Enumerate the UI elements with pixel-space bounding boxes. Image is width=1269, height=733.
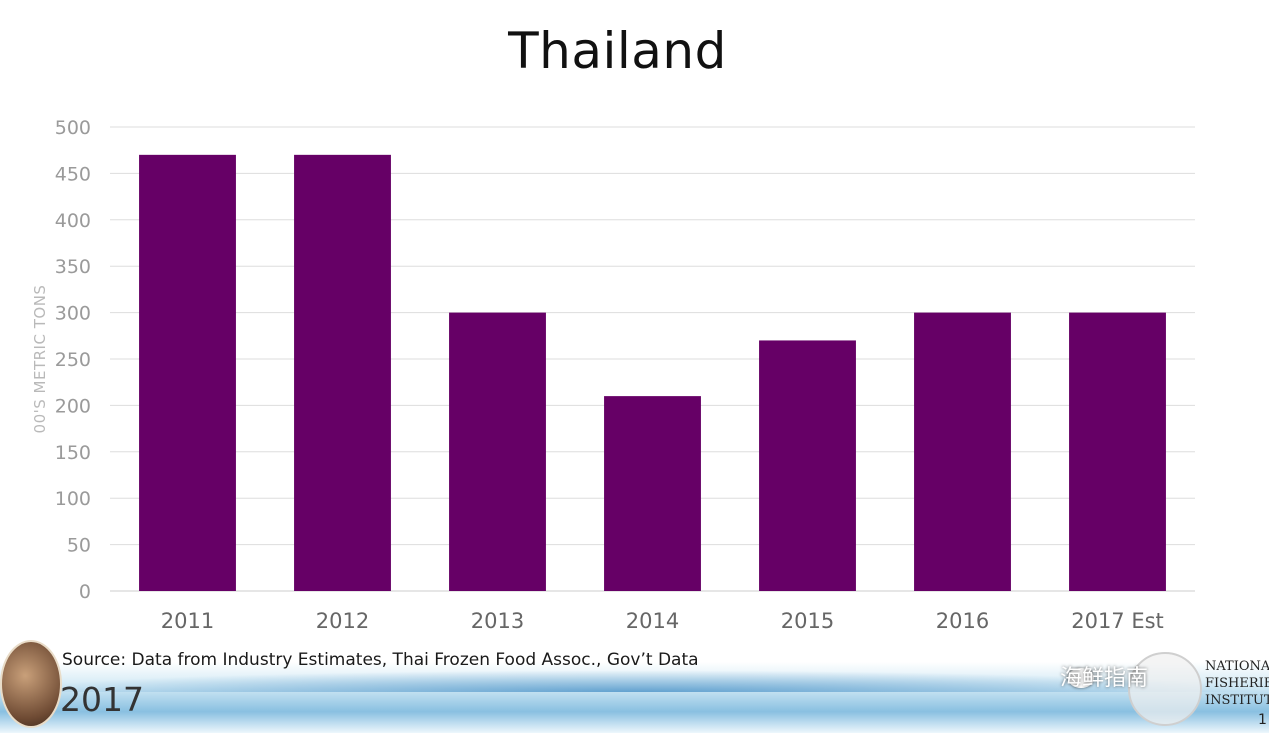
conference-seal-logo xyxy=(0,640,62,728)
institute-name: NATIONAL FISHERIES INSTITUTE xyxy=(1205,658,1269,709)
institute-seal-logo xyxy=(1128,652,1202,726)
y-tick-label: 200 xyxy=(55,395,91,417)
y-tick-label: 500 xyxy=(55,117,91,139)
y-tick-label: 250 xyxy=(55,349,91,371)
y-tick-labels: 0 50 100 150 200 250 300 350 400 450 500 xyxy=(55,117,91,603)
x-tick-label: 2017 Est xyxy=(1071,609,1164,633)
bar-2017-est xyxy=(1069,312,1166,591)
watermark-text: 海鲜指南 xyxy=(1060,666,1149,691)
y-tick-label: 300 xyxy=(55,303,91,325)
x-tick-label: 2013 xyxy=(471,609,524,633)
y-tick-label: 0 xyxy=(79,581,91,603)
footer-year: 2017 xyxy=(60,680,144,719)
x-tick-label: 2015 xyxy=(781,609,834,633)
chart-title: Thailand xyxy=(508,22,727,80)
y-tick-label: 350 xyxy=(55,256,91,278)
bar-2011 xyxy=(139,154,236,591)
bar-2012 xyxy=(294,154,391,591)
institute-name-line: NATIONAL xyxy=(1205,659,1269,674)
source-note: Source: Data from Industry Estimates, Th… xyxy=(62,650,699,670)
y-axis-label: 00'S METRIC TONS xyxy=(31,284,49,434)
water-splash-decoration xyxy=(0,662,1269,733)
bar-2015 xyxy=(759,340,856,591)
bar-2014 xyxy=(604,396,701,591)
y-tick-label: 100 xyxy=(55,488,91,510)
x-tick-labels: 2011 2012 2013 2014 2015 2016 2017 Est xyxy=(161,609,1164,633)
y-tick-label: 150 xyxy=(55,442,91,464)
x-tick-label: 2014 xyxy=(626,609,679,633)
bars xyxy=(139,154,1166,591)
x-tick-label: 2012 xyxy=(316,609,369,633)
x-tick-label: 2016 xyxy=(936,609,989,633)
page-number: 1 xyxy=(1258,712,1267,728)
y-tick-label: 450 xyxy=(55,163,91,185)
bar-2016 xyxy=(914,312,1011,591)
x-tick-label: 2011 xyxy=(161,609,214,633)
institute-name-line: FISHERIES xyxy=(1205,676,1269,691)
bar-2013 xyxy=(449,312,546,591)
institute-name-line: INSTITUTE xyxy=(1205,693,1269,708)
y-tick-label: 400 xyxy=(55,210,91,232)
y-tick-label: 50 xyxy=(67,535,91,557)
wechat-icon xyxy=(1068,668,1094,688)
